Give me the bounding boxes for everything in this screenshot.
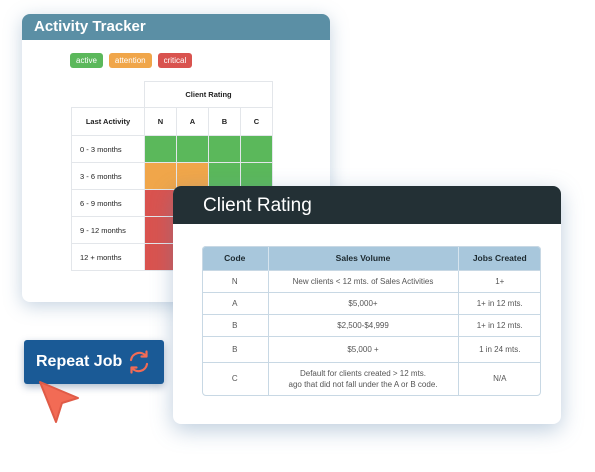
heatmap-row-label: 0 - 3 months	[71, 135, 145, 163]
legend-critical: critical	[157, 53, 193, 68]
legend-active: active	[70, 53, 103, 68]
heatmap-rating-title: Client Rating	[144, 81, 273, 108]
heat-cell	[144, 189, 177, 217]
heatmap-row-label: 12 + months	[71, 243, 145, 271]
code-a: A	[176, 107, 209, 136]
table-row: B $5,000 + 1 in 24 mts.	[202, 335, 541, 362]
cell-jobs: 1+ in 12 mts.	[457, 291, 541, 314]
refresh-icon	[129, 350, 149, 374]
cell-sales: $2,500-$4,999	[267, 313, 458, 336]
heat-cell	[240, 162, 273, 190]
heat-cell	[144, 216, 177, 244]
cell-sales: $5,000 +	[267, 335, 458, 362]
cell-jobs: 1+	[457, 269, 541, 292]
repeat-job-button[interactable]: Repeat Job	[24, 340, 164, 384]
client-rating-title: Client Rating	[173, 186, 561, 224]
code-n: N	[144, 107, 177, 136]
table-row: C Default for clients created > 12 mts. …	[202, 361, 541, 395]
table-row: N New clients < 12 mts. of Sales Activit…	[202, 269, 541, 292]
heat-cell	[240, 135, 273, 163]
table-row: B $2,500-$4,999 1+ in 12 mts.	[202, 313, 541, 336]
heat-cell	[208, 162, 241, 190]
heat-cell	[144, 135, 177, 163]
pointer-cursor-icon	[39, 381, 79, 423]
repeat-job-label: Repeat Job	[36, 353, 123, 370]
column-header-sales-volume: Sales Volume	[267, 246, 458, 270]
cell-jobs: N/A	[457, 361, 541, 395]
code-c: C	[240, 107, 273, 136]
cell-sales: $5,000+	[267, 291, 458, 314]
activity-tracker-title: Activity Tracker	[22, 14, 330, 40]
heat-cell	[144, 162, 177, 190]
heatmap-row-label: 3 - 6 months	[71, 162, 145, 190]
heat-cell	[144, 243, 177, 271]
code-b: B	[208, 107, 241, 136]
status-legend: active attention critical	[70, 53, 193, 68]
cell-sales: Default for clients created > 12 mts. ag…	[267, 361, 458, 395]
heat-cell	[176, 162, 209, 190]
cell-code: N	[202, 269, 268, 292]
table-row: A $5,000+ 1+ in 12 mts.	[202, 291, 541, 314]
heatmap-row-label: 9 - 12 months	[71, 216, 145, 244]
cell-sales: New clients < 12 mts. of Sales Activitie…	[267, 269, 458, 292]
column-header-code: Code	[202, 246, 268, 270]
client-rating-card: Client Rating Code Sales Volume Jobs Cre…	[173, 186, 561, 424]
cell-jobs: 1+ in 12 mts.	[457, 313, 541, 336]
heat-cell	[176, 135, 209, 163]
cell-sales-line: ago that did not fall under the A or B c…	[288, 379, 438, 389]
cell-code: A	[202, 291, 268, 314]
heatmap-row-label: 6 - 9 months	[71, 189, 145, 217]
heatmap-corner	[72, 82, 145, 108]
legend-attention: attention	[108, 53, 152, 68]
client-rating-table: Code Sales Volume Jobs Created N New cli…	[202, 246, 541, 395]
column-header-jobs-created: Jobs Created	[457, 246, 541, 270]
cell-code: B	[202, 335, 268, 362]
cell-sales-line: Default for clients created > 12 mts.	[299, 368, 427, 378]
cell-code: B	[202, 313, 268, 336]
cell-jobs: 1 in 24 mts.	[457, 335, 541, 362]
heatmap-row-header: Last Activity	[71, 107, 145, 136]
heat-cell	[208, 135, 241, 163]
cell-code: C	[202, 361, 268, 395]
